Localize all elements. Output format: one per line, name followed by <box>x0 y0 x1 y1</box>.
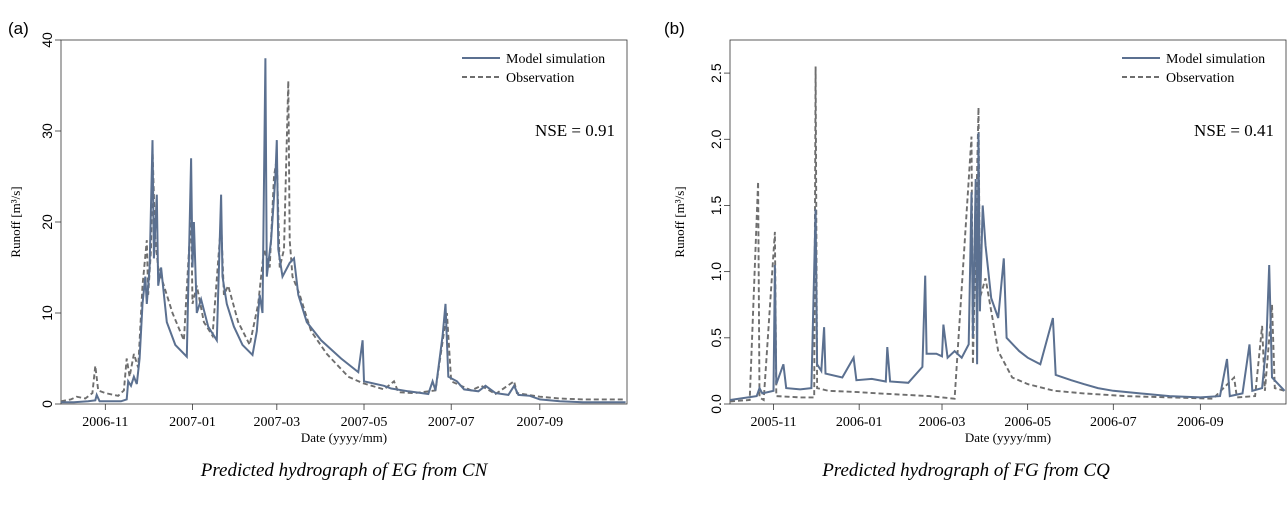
y-tick-label: 40 <box>39 32 55 48</box>
legend-label-observation: Observation <box>506 71 574 86</box>
y-tick-label: 0.0 <box>708 394 724 414</box>
x-tick-label: 2007-09 <box>516 415 563 430</box>
x-tick-label: 2006-07 <box>1090 415 1137 430</box>
panel-a: (a) 0 10 20 30 40 2006-11 2007-01 2007-03 2007-… <box>8 19 628 481</box>
x-tick-label: 2007-07 <box>428 415 475 430</box>
legend-label-model: Model simulation <box>506 52 605 67</box>
panel-b-frame <box>729 39 1287 405</box>
panel-b-nse-annotation: NSE = 0.41 <box>1194 121 1274 140</box>
panel-a-nse-annotation: NSE = 0.91 <box>535 121 615 140</box>
panel-b-x-axis: 2005-11 2006-01 2006-03 2006-05 2006-07 2006-… <box>750 404 1224 430</box>
y-tick-label: 0 <box>39 400 55 408</box>
panel-a-model-simulation-line <box>61 58 626 404</box>
panel-b-label: (b) <box>664 19 685 38</box>
x-tick-label: 2005-11 <box>750 415 796 430</box>
x-tick-label: 2007-03 <box>253 415 300 430</box>
panel-a-legend: Model simulation Observation <box>462 52 605 86</box>
panel-b-model-simulation-line <box>730 132 1286 401</box>
x-tick-label: 2006-09 <box>1177 415 1224 430</box>
panel-b: (b) 0.00.51.01.52.02.5 2005-11 2006-01 200… <box>664 19 1287 481</box>
x-tick-label: 2006-05 <box>1004 415 1051 430</box>
panel-a-x-axis-label: Date (yyyy/mm) <box>301 430 387 445</box>
y-tick-label: 1.5 <box>708 196 724 216</box>
x-tick-label: 2006-03 <box>919 415 966 430</box>
y-tick-label: 30 <box>39 123 55 139</box>
panel-b-y-axis: 0.0 0.5 1.0 1.5 2.0 2.5 <box>708 63 730 414</box>
panel-b-x-axis-label: Date (yyyy/mm) <box>965 430 1051 445</box>
x-tick-label: 2007-01 <box>169 415 216 430</box>
panel-a-observation-line <box>61 80 626 403</box>
y-tick-label: 0.5 <box>708 328 724 348</box>
panel-a-y-axis: 0 10 20 30 40 <box>39 32 61 408</box>
x-tick-label: 2007-05 <box>341 415 388 430</box>
panel-b-observation-line <box>730 66 1285 403</box>
panel-b-caption: Predicted hydrograph of FG from CQ <box>821 460 1110 481</box>
panel-b-y-axis-label: Runoff [m³/s] <box>672 186 687 257</box>
y-tick-label: 20 <box>39 214 55 230</box>
y-tick-label: 2.5 <box>708 63 724 83</box>
x-tick-label: 2006-11 <box>82 415 128 430</box>
y-tick-label: 2.0 <box>708 129 724 149</box>
x-tick-label: 2006-01 <box>836 415 883 430</box>
panel-b-legend: Model simulation Observation <box>1122 52 1265 86</box>
y-tick-label: 1.0 <box>708 262 724 282</box>
panel-a-x-axis: 2006-11 2007-01 2007-03 2007-05 2007-07 2007-… <box>82 404 563 430</box>
y-tick-label: 10 <box>39 305 55 321</box>
panel-a-frame <box>60 39 628 405</box>
panel-a-caption: Predicted hydrograph of EG from CN <box>200 460 489 481</box>
legend-label-observation: Observation <box>1166 71 1234 86</box>
legend-label-model: Model simulation <box>1166 52 1265 67</box>
panel-a-y-axis-label: Runoff [m³/s] <box>8 186 23 257</box>
panel-a-label: (a) <box>8 19 29 38</box>
